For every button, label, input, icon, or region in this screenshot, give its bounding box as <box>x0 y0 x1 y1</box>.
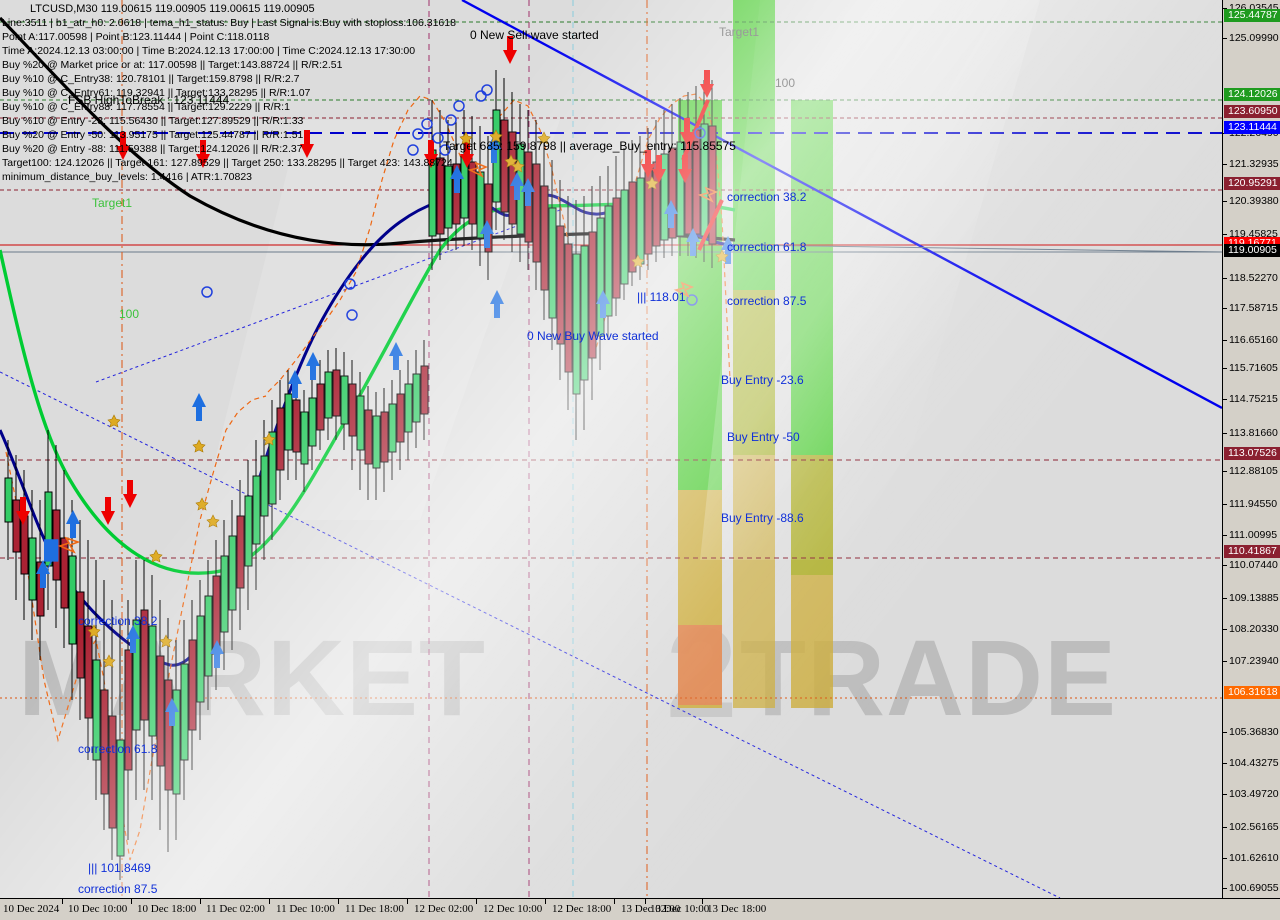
info-line-9: Buy %20 @ Entry -88: 111.59388 || Target… <box>2 143 303 155</box>
price-tick: 116.65160 <box>1223 334 1280 347</box>
info-line-3: Buy %20 @ Market price or at: 117.00598 … <box>2 59 343 71</box>
tag-level-11041867[interactable]: 110.41867 <box>1224 545 1280 558</box>
time-separator <box>614 899 615 904</box>
fib-level-lines <box>0 21 1222 699</box>
annotation-buy-entry-236: Buy Entry -23.6 <box>721 373 804 387</box>
annotation-correction-382-right: correction 38.2 <box>727 190 807 204</box>
annotation-target685-line: Target 685: 159.8798 || average_Buy_entr… <box>443 139 736 153</box>
info-line-8: Buy %20 @ Entry -50: 113.95175 || Target… <box>2 129 304 141</box>
price-tick: 113.81660 <box>1223 427 1280 440</box>
tag-pointb-12311444[interactable]: 123.11444 <box>1224 121 1280 134</box>
annotation-target1-right: Target1 <box>719 25 760 39</box>
info-line-7: Buy %10 @ Entry -23: 115.56430 || Target… <box>2 115 304 127</box>
price-tick: 104.43275 <box>1223 757 1280 770</box>
time-tick-label: 11 Dec 10:00 <box>276 903 335 915</box>
time-separator <box>200 899 201 904</box>
price-tick: 105.36830 <box>1223 726 1280 739</box>
info-line-5: Buy %10 @ C_Entry61: 119.32941 || Target… <box>2 87 311 99</box>
info-line-6: Buy %10 @ C_Entry88: 117.78554 || Target… <box>2 101 290 113</box>
time-separator <box>545 899 546 904</box>
time-tick-label: 13 Dec 02:00 <box>621 903 681 915</box>
price-tick: 107.23940 <box>1223 655 1280 668</box>
price-tick: 114.75215 <box>1223 393 1280 406</box>
annotation-buy-entry-886: Buy Entry -88.6 <box>721 511 804 525</box>
future-trend-line <box>739 244 1222 253</box>
tag-level-11307526[interactable]: 113.07526 <box>1224 447 1280 460</box>
price-tick: 115.71605 <box>1223 362 1280 375</box>
annotation-correction-382-left: correction 38.2 <box>78 614 158 628</box>
time-tick-label: 12 Dec 10:00 <box>483 903 543 915</box>
annotation-hundred-left: 100 <box>119 307 140 321</box>
time-tick-label: 10 Dec 10:00 <box>68 903 128 915</box>
annotation-correction-875-right: correction 87.5 <box>727 294 807 308</box>
time-separator <box>407 899 408 904</box>
time-separator <box>476 899 477 904</box>
chart-graphics-layer <box>0 0 1222 898</box>
info-line-0: Line:3511 | b1_atr_h0: 2.0618 | tema_h1_… <box>2 17 456 29</box>
info-line-2: Time A:2024.12.13 03:00:00 | Time B:2024… <box>2 45 416 57</box>
time-tick-label: 10 Dec 2024 <box>3 903 60 915</box>
annotation-fib-high-break: FSB HighToBreak : 123.11444 <box>68 93 230 107</box>
chart-info-panel: LTCUSD,M30 119.00615 119.00905 119.00615… <box>2 2 522 184</box>
price-axis[interactable]: 126.03545125.09990122.26490121.32935120.… <box>1222 0 1280 898</box>
price-tick: 109.13885 <box>1223 592 1280 605</box>
time-tick-label: 11 Dec 02:00 <box>206 903 265 915</box>
time-separator <box>338 899 339 904</box>
time-separator <box>131 899 132 904</box>
annotation-price-label-low: ||| 101.8469 <box>88 861 151 875</box>
chart-plot-area[interactable]: MARKET 2 TRADE <box>0 0 1222 898</box>
annotation-correction-875-left: correction 87.5 <box>78 882 158 896</box>
time-tick-label: 10 Dec 18:00 <box>137 903 197 915</box>
annotation-correction-618-right: correction 61.8 <box>727 240 807 254</box>
info-line-10: Target100: 124.12026 || Target 161: 127.… <box>2 157 453 169</box>
price-tick: 102.56165 <box>1223 821 1280 834</box>
time-separator <box>62 899 63 904</box>
annotation-price-label-mid: ||| 118.01 <box>637 290 686 304</box>
info-line-11: minimum_distance_buy_levels: 1.4416 | AT… <box>2 171 253 183</box>
tag-target-12544787[interactable]: 125.44787 <box>1224 9 1280 22</box>
price-tick: 108.20330 <box>1223 623 1280 636</box>
price-tick: 111.00995 <box>1223 529 1280 542</box>
price-tick: 120.39380 <box>1223 195 1280 208</box>
annotation-new-sell-wave: 0 New Sell wave started <box>470 28 599 42</box>
time-separator <box>702 899 703 904</box>
price-tick: 118.52270 <box>1223 272 1280 285</box>
tag-target-12412026[interactable]: 124.12026 <box>1224 88 1280 101</box>
tag-level-12095291[interactable]: 120.95291 <box>1224 177 1280 190</box>
time-tick-label: 12 Dec 18:00 <box>552 903 612 915</box>
annotation-correction-618-left: correction 61.8 <box>78 742 158 756</box>
annotation-buy-entry-50: Buy Entry -50 <box>727 430 800 444</box>
time-tick-label: 13 Dec 18:00 <box>707 903 767 915</box>
time-separator <box>269 899 270 904</box>
price-tick: 101.62610 <box>1223 852 1280 865</box>
price-tick: 112.88105 <box>1223 465 1280 478</box>
time-tick-label: 11 Dec 18:00 <box>345 903 404 915</box>
time-separator <box>645 899 646 904</box>
signal-arrows <box>16 36 735 726</box>
annotation-target1-left: Target1 <box>92 196 133 210</box>
price-tick: 100.69055 <box>1223 882 1280 895</box>
info-line-4: Buy %10 @ C_Entry38: 120.78101 || Target… <box>2 73 300 85</box>
annotation-new-buy-wave: 0 New Buy Wave started <box>527 329 659 343</box>
time-axis[interactable]: 10 Dec 2024 10 Dec 10:00 10 Dec 18:00 11 De… <box>0 898 1280 920</box>
candlesticks <box>4 70 717 880</box>
tag-last-11900905[interactable]: 119.00905 <box>1224 244 1280 257</box>
info-line-1: Point A:117.00598 | Point B:123.11444 | … <box>2 31 270 43</box>
price-tick: 110.07440 <box>1223 559 1280 572</box>
info-symbol-line: LTCUSD,M30 119.00615 119.00905 119.00615… <box>30 3 315 15</box>
tag-stoploss-10631618[interactable]: 106.31618 <box>1224 686 1280 699</box>
price-tick: 103.49720 <box>1223 788 1280 801</box>
price-tick: 111.94550 <box>1223 498 1280 511</box>
price-tick: 117.58715 <box>1223 302 1280 315</box>
time-tick-label: 12 Dec 02:00 <box>414 903 474 915</box>
time-tick-label: 13 Dec 10:00 <box>650 903 710 915</box>
tag-level-12360950[interactable]: 123.60950 <box>1224 105 1280 118</box>
price-tick: 125.09990 <box>1223 32 1280 45</box>
annotation-hundred-right: 100 <box>775 76 796 90</box>
price-tick: 121.32935 <box>1223 158 1280 171</box>
trend-lines <box>0 0 1222 898</box>
